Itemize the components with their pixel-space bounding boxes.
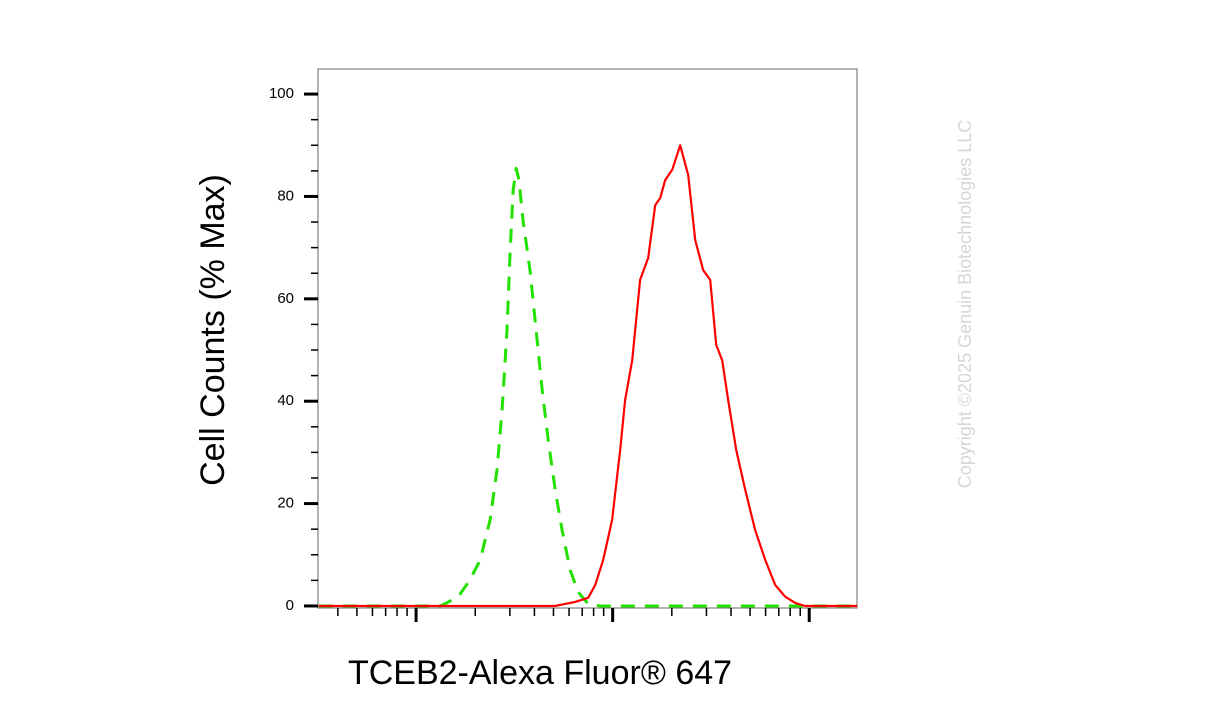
y-tick-label: 20 (277, 495, 294, 512)
y-tick-label: 80 (277, 187, 294, 204)
histogram-line (318, 144, 857, 608)
y-tick-label: 0 (286, 597, 294, 614)
x-axis-label: TCEB2-Alexa Fluor® 647 (348, 654, 732, 692)
y-axis-label: Cell Counts (% Max) (194, 174, 232, 486)
y-tick-label: 40 (277, 392, 294, 409)
y-tick-label: 60 (277, 290, 294, 307)
watermark: Copyright ©2025 Genuin Biotechnologies L… (955, 120, 975, 489)
y-tick-label: 100 (269, 85, 294, 102)
histogram-line (318, 166, 857, 608)
plot-frame (317, 68, 858, 609)
